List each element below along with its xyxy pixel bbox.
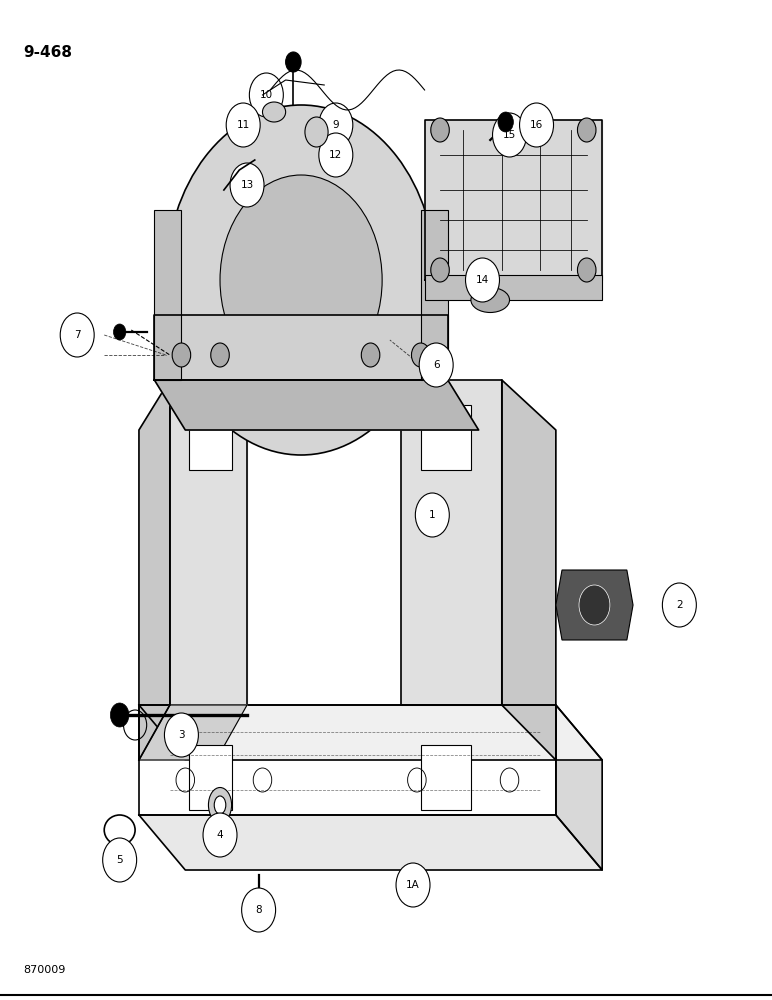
Text: 11: 11 xyxy=(236,120,250,130)
Text: 6: 6 xyxy=(433,360,439,370)
Circle shape xyxy=(110,703,129,727)
Circle shape xyxy=(577,118,596,142)
Ellipse shape xyxy=(262,102,286,122)
Text: 12: 12 xyxy=(329,150,343,160)
Text: 5: 5 xyxy=(117,855,123,865)
Circle shape xyxy=(226,103,260,147)
Circle shape xyxy=(493,113,527,157)
Circle shape xyxy=(319,133,353,177)
Circle shape xyxy=(419,343,453,387)
Polygon shape xyxy=(170,380,247,705)
Ellipse shape xyxy=(214,796,225,814)
Text: 14: 14 xyxy=(476,275,489,285)
Text: 9: 9 xyxy=(333,120,339,130)
Polygon shape xyxy=(139,380,170,760)
Text: 870009: 870009 xyxy=(23,965,66,975)
FancyBboxPatch shape xyxy=(189,405,232,470)
FancyBboxPatch shape xyxy=(421,405,471,470)
Circle shape xyxy=(60,313,94,357)
Circle shape xyxy=(249,896,268,920)
Circle shape xyxy=(103,838,137,882)
Ellipse shape xyxy=(208,788,232,822)
Circle shape xyxy=(305,117,328,147)
Circle shape xyxy=(431,258,449,282)
Circle shape xyxy=(431,118,449,142)
Circle shape xyxy=(577,258,596,282)
FancyBboxPatch shape xyxy=(154,210,181,380)
Text: 10: 10 xyxy=(259,90,273,100)
Circle shape xyxy=(415,493,449,537)
Circle shape xyxy=(498,112,513,132)
Circle shape xyxy=(211,343,229,367)
Polygon shape xyxy=(502,380,556,760)
Polygon shape xyxy=(139,705,247,760)
Polygon shape xyxy=(139,705,602,760)
Circle shape xyxy=(579,585,610,625)
Text: 3: 3 xyxy=(178,730,185,740)
Text: 4: 4 xyxy=(217,830,223,840)
Circle shape xyxy=(662,583,696,627)
Text: 1A: 1A xyxy=(406,880,420,890)
Ellipse shape xyxy=(471,288,510,312)
Circle shape xyxy=(466,258,499,302)
Polygon shape xyxy=(556,570,633,640)
Circle shape xyxy=(520,103,554,147)
Circle shape xyxy=(286,52,301,72)
Circle shape xyxy=(220,175,382,385)
Text: 2: 2 xyxy=(676,600,682,610)
Polygon shape xyxy=(139,815,602,870)
Circle shape xyxy=(242,888,276,932)
Text: 1: 1 xyxy=(429,510,435,520)
Polygon shape xyxy=(425,120,602,280)
Circle shape xyxy=(249,73,283,117)
Circle shape xyxy=(411,343,430,367)
Text: 7: 7 xyxy=(74,330,80,340)
Polygon shape xyxy=(401,380,502,705)
Polygon shape xyxy=(154,315,448,380)
Text: 15: 15 xyxy=(503,130,516,140)
FancyBboxPatch shape xyxy=(421,210,448,380)
FancyBboxPatch shape xyxy=(425,275,602,300)
Circle shape xyxy=(396,863,430,907)
Circle shape xyxy=(230,163,264,207)
Text: 9-468: 9-468 xyxy=(23,45,72,60)
Text: 8: 8 xyxy=(256,905,262,915)
Circle shape xyxy=(164,713,198,757)
Circle shape xyxy=(319,103,353,147)
Text: 16: 16 xyxy=(530,120,543,130)
Circle shape xyxy=(166,105,436,455)
Circle shape xyxy=(203,813,237,857)
Circle shape xyxy=(361,343,380,367)
FancyBboxPatch shape xyxy=(189,745,232,810)
FancyBboxPatch shape xyxy=(421,745,471,810)
Text: 13: 13 xyxy=(240,180,254,190)
Polygon shape xyxy=(154,380,479,430)
Circle shape xyxy=(172,343,191,367)
Polygon shape xyxy=(556,705,602,870)
Circle shape xyxy=(113,324,126,340)
